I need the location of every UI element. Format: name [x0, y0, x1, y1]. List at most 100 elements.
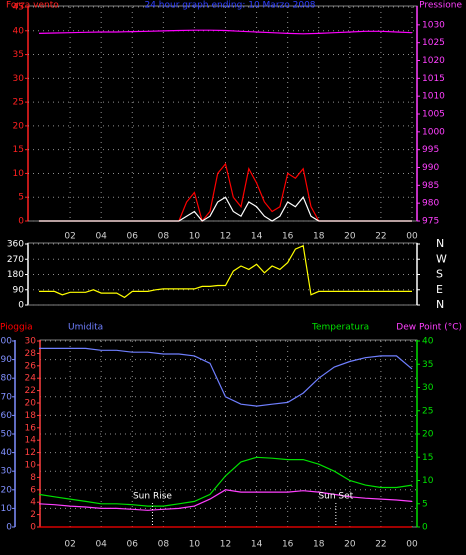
- legend-label: Umidita: [68, 323, 103, 333]
- y3-tick-label: 14: [25, 436, 37, 446]
- x-tick-label: 12: [220, 540, 231, 550]
- y2-tick-label: N: [436, 298, 444, 311]
- x-tick-label: 06: [127, 232, 139, 242]
- x-tick-label: 18: [313, 540, 325, 550]
- y3-tick-label: 30: [25, 337, 37, 347]
- y-tick-label: 100: [0, 337, 12, 347]
- y-tick-label: 180: [7, 270, 24, 280]
- x-tick-label: 14: [251, 540, 263, 550]
- y3-tick-label: 24: [25, 374, 37, 384]
- y-tick-label: 0: [18, 217, 24, 227]
- y-tick-label: 30: [13, 74, 25, 84]
- y2-tick-label: 25: [422, 406, 433, 416]
- series-line: [39, 244, 412, 299]
- y3-tick-label: 12: [25, 448, 36, 458]
- legend-label: Pioggia: [0, 323, 33, 333]
- x-tick-label: 22: [375, 540, 386, 550]
- y3-tick-label: 4: [30, 498, 36, 508]
- y3-tick-label: 6: [30, 485, 36, 495]
- x-tick-label: 10: [189, 540, 201, 550]
- y-tick-label: 45: [13, 3, 24, 13]
- x-tick-label: 10: [189, 232, 201, 242]
- series-line: [38, 489, 413, 511]
- annotation: Sun Set: [318, 492, 353, 502]
- x-tick-label: 16: [282, 232, 294, 242]
- y-tick-label: 10: [1, 504, 13, 514]
- y3-tick-label: 0: [30, 523, 36, 533]
- y2-tick-label: 20: [422, 430, 434, 440]
- y-tick-label: 70: [1, 392, 13, 402]
- x-tick-label: 06: [127, 540, 139, 550]
- y2-tick-label: 980: [422, 199, 439, 209]
- y3-tick-label: 26: [25, 361, 37, 371]
- y2-label: Pressione: [419, 1, 462, 11]
- y3-tick-label: 20: [25, 399, 37, 409]
- y2-tick-label: 990: [422, 163, 439, 173]
- y2-tick-label: 975: [422, 217, 439, 227]
- y2-tick-label: 35: [422, 360, 433, 370]
- y-tick-label: 0: [18, 301, 24, 311]
- y2-tick-label: S: [436, 268, 443, 281]
- series-line: [39, 196, 412, 222]
- y3-tick-label: 8: [30, 473, 36, 483]
- y2-tick-label: 985: [422, 181, 439, 191]
- y3-tick-label: 16: [25, 423, 37, 433]
- y-tick-label: 0: [6, 523, 12, 533]
- y2-tick-label: 15: [422, 453, 433, 463]
- y2-tick-label: 1000: [422, 127, 445, 137]
- y2-tick-label: 1020: [422, 56, 445, 66]
- y-tick-label: 15: [13, 145, 24, 155]
- x-tick-label: 14: [251, 232, 263, 242]
- y-tick-label: 5: [18, 193, 24, 203]
- y-tick-label: 20: [13, 121, 25, 131]
- x-tick-label: 12: [220, 232, 231, 242]
- y-tick-label: 40: [13, 26, 25, 36]
- y2-tick-label: 995: [422, 145, 439, 155]
- x-tick-label: 02: [64, 540, 75, 550]
- y3-tick-label: 18: [25, 411, 37, 421]
- x-tick-label: 00: [406, 232, 418, 242]
- y2-tick-label: 1025: [422, 38, 445, 48]
- y-tick-label: 360: [7, 240, 24, 250]
- legend-label: Temperatura: [311, 323, 369, 333]
- x-tick-label: 22: [375, 232, 386, 242]
- x-tick-label: 20: [344, 540, 356, 550]
- x-tick-label: 04: [95, 540, 107, 550]
- y2-tick-label: 40: [422, 337, 434, 347]
- x-tick-label: 04: [95, 232, 107, 242]
- y-tick-label: 10: [13, 169, 25, 179]
- x-tick-label: 00: [406, 540, 418, 550]
- y-tick-label: 270: [7, 255, 24, 265]
- series-line: [38, 456, 413, 507]
- y3-tick-label: 28: [25, 349, 37, 359]
- y2-tick-label: 30: [422, 383, 434, 393]
- y2-tick-label: N: [436, 237, 444, 250]
- y2-tick-label: 1030: [422, 20, 445, 30]
- x-tick-label: 18: [313, 232, 325, 242]
- x-tick-label: 20: [344, 232, 356, 242]
- y2-tick-label: 1015: [422, 74, 445, 84]
- legend-label: Dew Point (°C): [396, 323, 462, 333]
- y2-tick-label: 0: [422, 523, 428, 533]
- y-tick-label: 30: [1, 467, 13, 477]
- y-tick-label: 40: [1, 448, 13, 458]
- y-tick-label: 25: [13, 98, 24, 108]
- y3-tick-label: 2: [30, 510, 36, 520]
- y2-tick-label: W: [436, 252, 447, 265]
- y-label: Forza vento: [6, 1, 59, 11]
- y3-tick-label: 22: [25, 386, 36, 396]
- y-tick-label: 80: [1, 374, 13, 384]
- y-tick-label: 90: [1, 355, 13, 365]
- annotation: Sun Rise: [133, 492, 172, 502]
- y-tick-label: 50: [1, 430, 13, 440]
- series-line: [38, 29, 413, 35]
- y-tick-label: 35: [13, 50, 24, 60]
- y-tick-label: 90: [13, 285, 25, 295]
- y2-tick-label: 5: [422, 499, 428, 509]
- x-tick-label: 16: [282, 540, 294, 550]
- y2-tick-label: E: [436, 283, 443, 296]
- x-tick-label: 02: [64, 232, 75, 242]
